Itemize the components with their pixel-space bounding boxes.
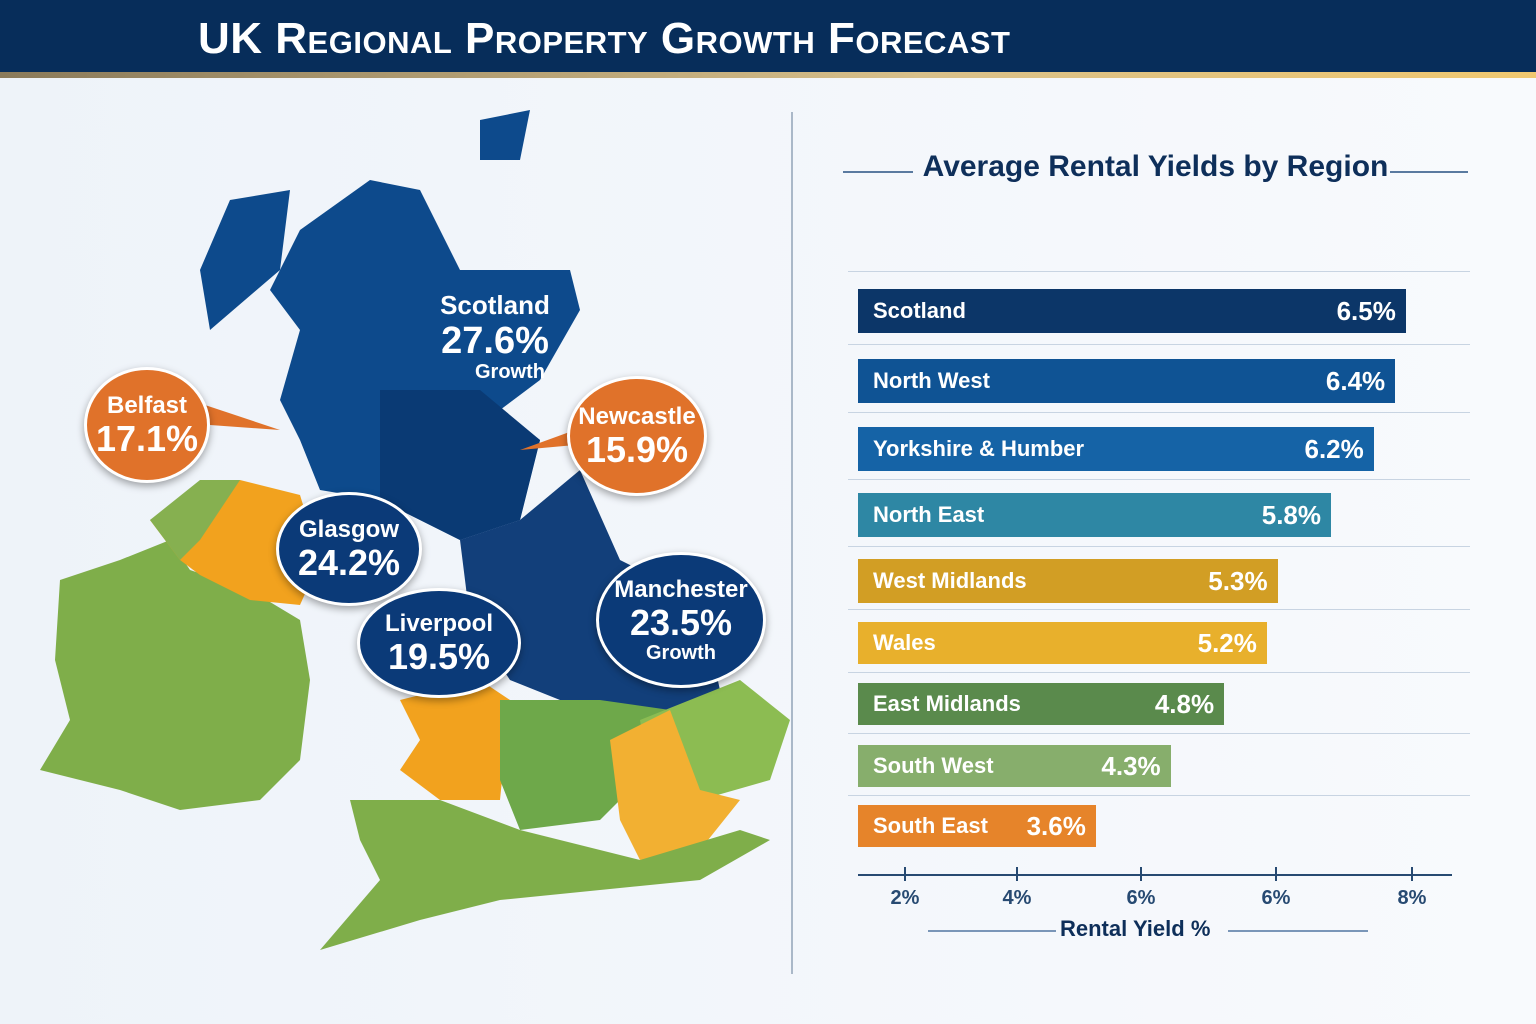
title-rule-right	[1390, 171, 1468, 173]
page-title: UK Regional Property Growth Forecast	[198, 14, 1011, 63]
bar-value-label: 6.4%	[1325, 365, 1386, 396]
bar-south-west: South West 4.3%	[858, 745, 1171, 787]
callout-value: 23.5%	[629, 601, 733, 643]
callout-value: 24.2%	[297, 542, 401, 583]
bar-value-label: 5.8%	[1261, 499, 1322, 530]
x-axis-label: Rental Yield %	[1060, 916, 1211, 941]
x-axis	[858, 874, 1452, 876]
bar-category-label: West Midlands	[873, 568, 1027, 593]
bar-east-midlands: East Midlands 4.8%	[858, 683, 1225, 725]
newcastle-pointer	[520, 430, 575, 450]
gridline	[848, 271, 1470, 272]
header-gold-rule	[0, 72, 1536, 78]
gridline	[848, 412, 1470, 413]
callout-glasgow: Glasgow 24.2%	[276, 492, 422, 606]
x-tick-label: 8%	[1397, 887, 1427, 909]
bar-wales: Wales 5.2%	[858, 622, 1267, 664]
bar-category-label: Scotland	[873, 298, 966, 323]
bar-north-west: North West 6.4%	[858, 359, 1396, 403]
bar-value-label: 6.2%	[1304, 433, 1364, 464]
scotland-south-region	[380, 390, 540, 540]
xlabel-rule-right	[1228, 930, 1368, 932]
bar-category-label: South West	[873, 753, 994, 778]
wales-region	[400, 680, 510, 800]
south-east-region	[610, 710, 740, 860]
chart-title: Average Rental Yields by Region	[922, 150, 1389, 183]
bar-value-label: 5.2%	[1197, 627, 1257, 658]
belfast-pointer	[205, 405, 280, 430]
gridline	[848, 795, 1470, 796]
x-tick-mark	[1411, 867, 1413, 881]
scotland-label-sub: Growth	[475, 361, 545, 383]
callout-value: 19.5%	[387, 636, 491, 677]
ireland-region	[40, 540, 310, 810]
bar-west-midlands: West Midlands 5.3%	[858, 559, 1278, 603]
callout-value: 17.1%	[95, 418, 199, 459]
bar-category-label: Wales	[873, 630, 936, 655]
bar-south-east: South East 3.6%	[858, 805, 1096, 847]
gridline	[848, 546, 1470, 547]
ireland-shape	[40, 480, 320, 810]
scotland-label-name: Scotland	[440, 290, 550, 320]
gridline	[848, 609, 1470, 610]
scotland-label-value: 27.6%	[441, 320, 549, 362]
bar-category-label: East Midlands	[873, 691, 1021, 716]
callout-name: Glasgow	[298, 516, 400, 543]
bar-value-label: 3.6%	[1026, 810, 1086, 841]
xlabel-rule-left	[928, 930, 1056, 932]
callout-name: Manchester	[614, 575, 748, 603]
callout-newcastle: Newcastle 15.9%	[567, 376, 707, 496]
gridline	[848, 479, 1470, 480]
x-tick-mark	[1016, 867, 1018, 881]
islands-region	[200, 110, 530, 330]
x-tick-label: 6%	[1126, 887, 1156, 909]
x-tick-mark	[1140, 867, 1142, 881]
x-tick-mark	[1275, 867, 1277, 881]
bar-value-label: 6.5%	[1336, 295, 1396, 326]
callout-manchester: Manchester 23.5% Growth	[596, 552, 766, 688]
title-rule-left	[843, 171, 913, 173]
bar-value-label: 4.8%	[1154, 688, 1215, 719]
bar-yorkshire-humber: Yorkshire & Humber 6.2%	[858, 427, 1374, 471]
x-tick-label: 6%	[1261, 887, 1291, 909]
callout-name: Belfast	[106, 392, 188, 419]
callout-name: Newcastle	[578, 403, 696, 430]
header-banner: UK Regional Property Growth Forecast	[0, 0, 1536, 72]
bar-value-label: 5.3%	[1208, 565, 1268, 596]
donegal-region	[150, 480, 240, 560]
x-tick-label: 4%	[1002, 887, 1032, 909]
callout-value: 15.9%	[585, 429, 689, 470]
south-west-region	[320, 800, 770, 950]
england-wales-shape	[320, 470, 790, 950]
uk-ireland-map	[40, 110, 790, 950]
bar-category-label: North West	[873, 368, 990, 393]
callout-belfast: Belfast 17.1%	[84, 367, 210, 483]
callout-name: Liverpool	[384, 610, 493, 637]
x-tick-label: 2%	[890, 887, 920, 909]
scotland-shape	[200, 110, 580, 540]
callout-sub: Growth	[646, 641, 716, 664]
bar-category-label: North East	[873, 502, 985, 527]
bar-scotland: Scotland 6.5%	[858, 289, 1406, 333]
scotland-map-label: Scotland 27.6% Growth	[420, 290, 570, 384]
x-tick-mark	[904, 867, 906, 881]
callout-liverpool: Liverpool 19.5%	[357, 588, 521, 698]
bar-value-label: 4.3%	[1101, 750, 1161, 781]
bar-north-east: North East 5.8%	[858, 493, 1332, 537]
gridline	[848, 672, 1470, 673]
gridline	[848, 344, 1470, 345]
panel-divider	[791, 112, 793, 974]
bar-category-label: Yorkshire & Humber	[873, 436, 1085, 461]
bar-category-label: South East	[873, 813, 988, 838]
gridline	[848, 733, 1470, 734]
